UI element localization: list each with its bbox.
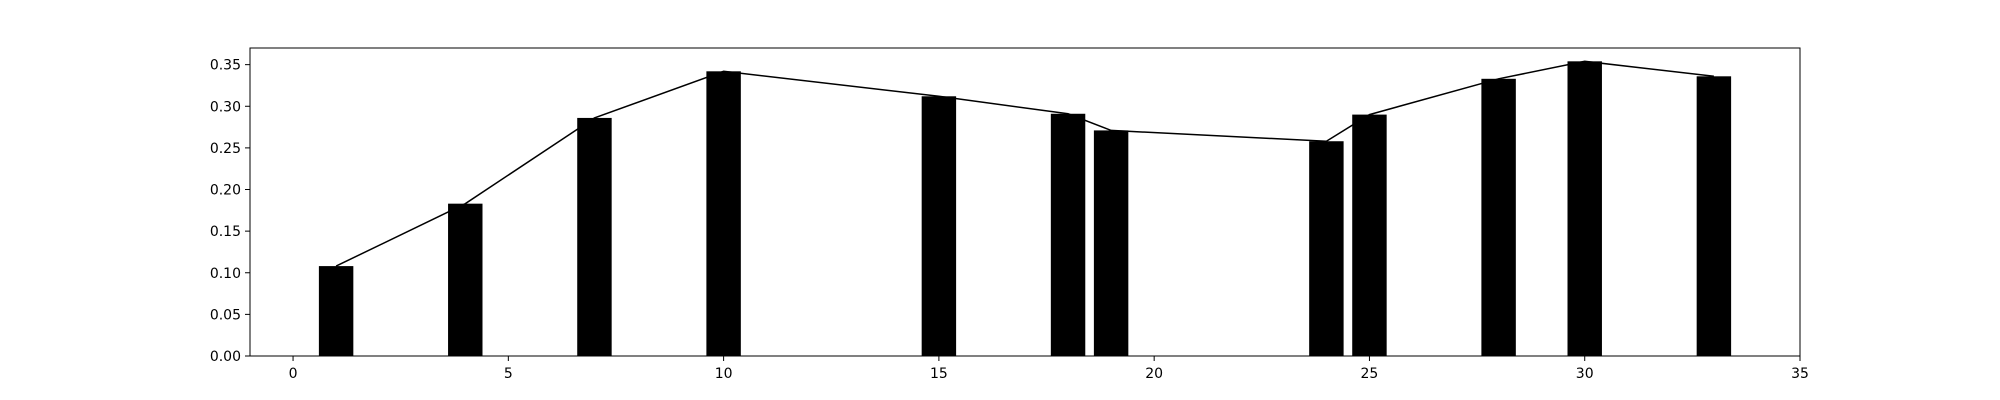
x-axis: 0 5 10 15 20 25 30 35 <box>289 356 1809 382</box>
y-tick-label-7: 0.35 <box>210 58 241 74</box>
y-axis: 0.00 0.05 0.10 0.15 0.20 0.25 0.30 0.35 <box>210 58 250 365</box>
bar-6 <box>1093 130 1129 356</box>
x-tick-label-2: 10 <box>715 366 733 382</box>
bar-10 <box>1567 61 1602 357</box>
bar-7 <box>1309 141 1344 356</box>
bar-9 <box>1481 78 1516 357</box>
bar-5 <box>1050 113 1086 356</box>
y-tick-label-3: 0.15 <box>210 224 241 240</box>
bar-4 <box>921 96 957 357</box>
y-tick-label-0: 0.00 <box>210 349 241 365</box>
y-tick-label-6: 0.30 <box>210 99 241 115</box>
x-tick-label-0: 0 <box>289 366 298 382</box>
x-tick-label-5: 25 <box>1361 366 1379 382</box>
y-tick-label-5: 0.25 <box>210 141 241 157</box>
y-tick-label-2: 0.10 <box>210 266 241 282</box>
y-tick-label-1: 0.05 <box>210 307 241 323</box>
line-group <box>335 60 1714 267</box>
bar-8 <box>1352 114 1387 356</box>
series-line <box>335 60 1714 267</box>
bar-3 <box>706 71 741 356</box>
bar-1 <box>448 203 483 356</box>
x-tick-label-6: 30 <box>1576 366 1594 382</box>
bar-2 <box>577 117 612 357</box>
bar-11 <box>1696 76 1732 356</box>
bar-0 <box>318 266 354 356</box>
bars-group <box>318 61 1732 357</box>
plot-frame <box>249 47 1801 357</box>
x-tick-label-3: 15 <box>930 366 948 382</box>
x-tick-label-7: 35 <box>1791 366 1809 382</box>
x-tick-label-4: 20 <box>1145 366 1163 382</box>
x-tick-label-1: 5 <box>504 366 513 382</box>
y-tick-label-4: 0.20 <box>210 183 241 199</box>
